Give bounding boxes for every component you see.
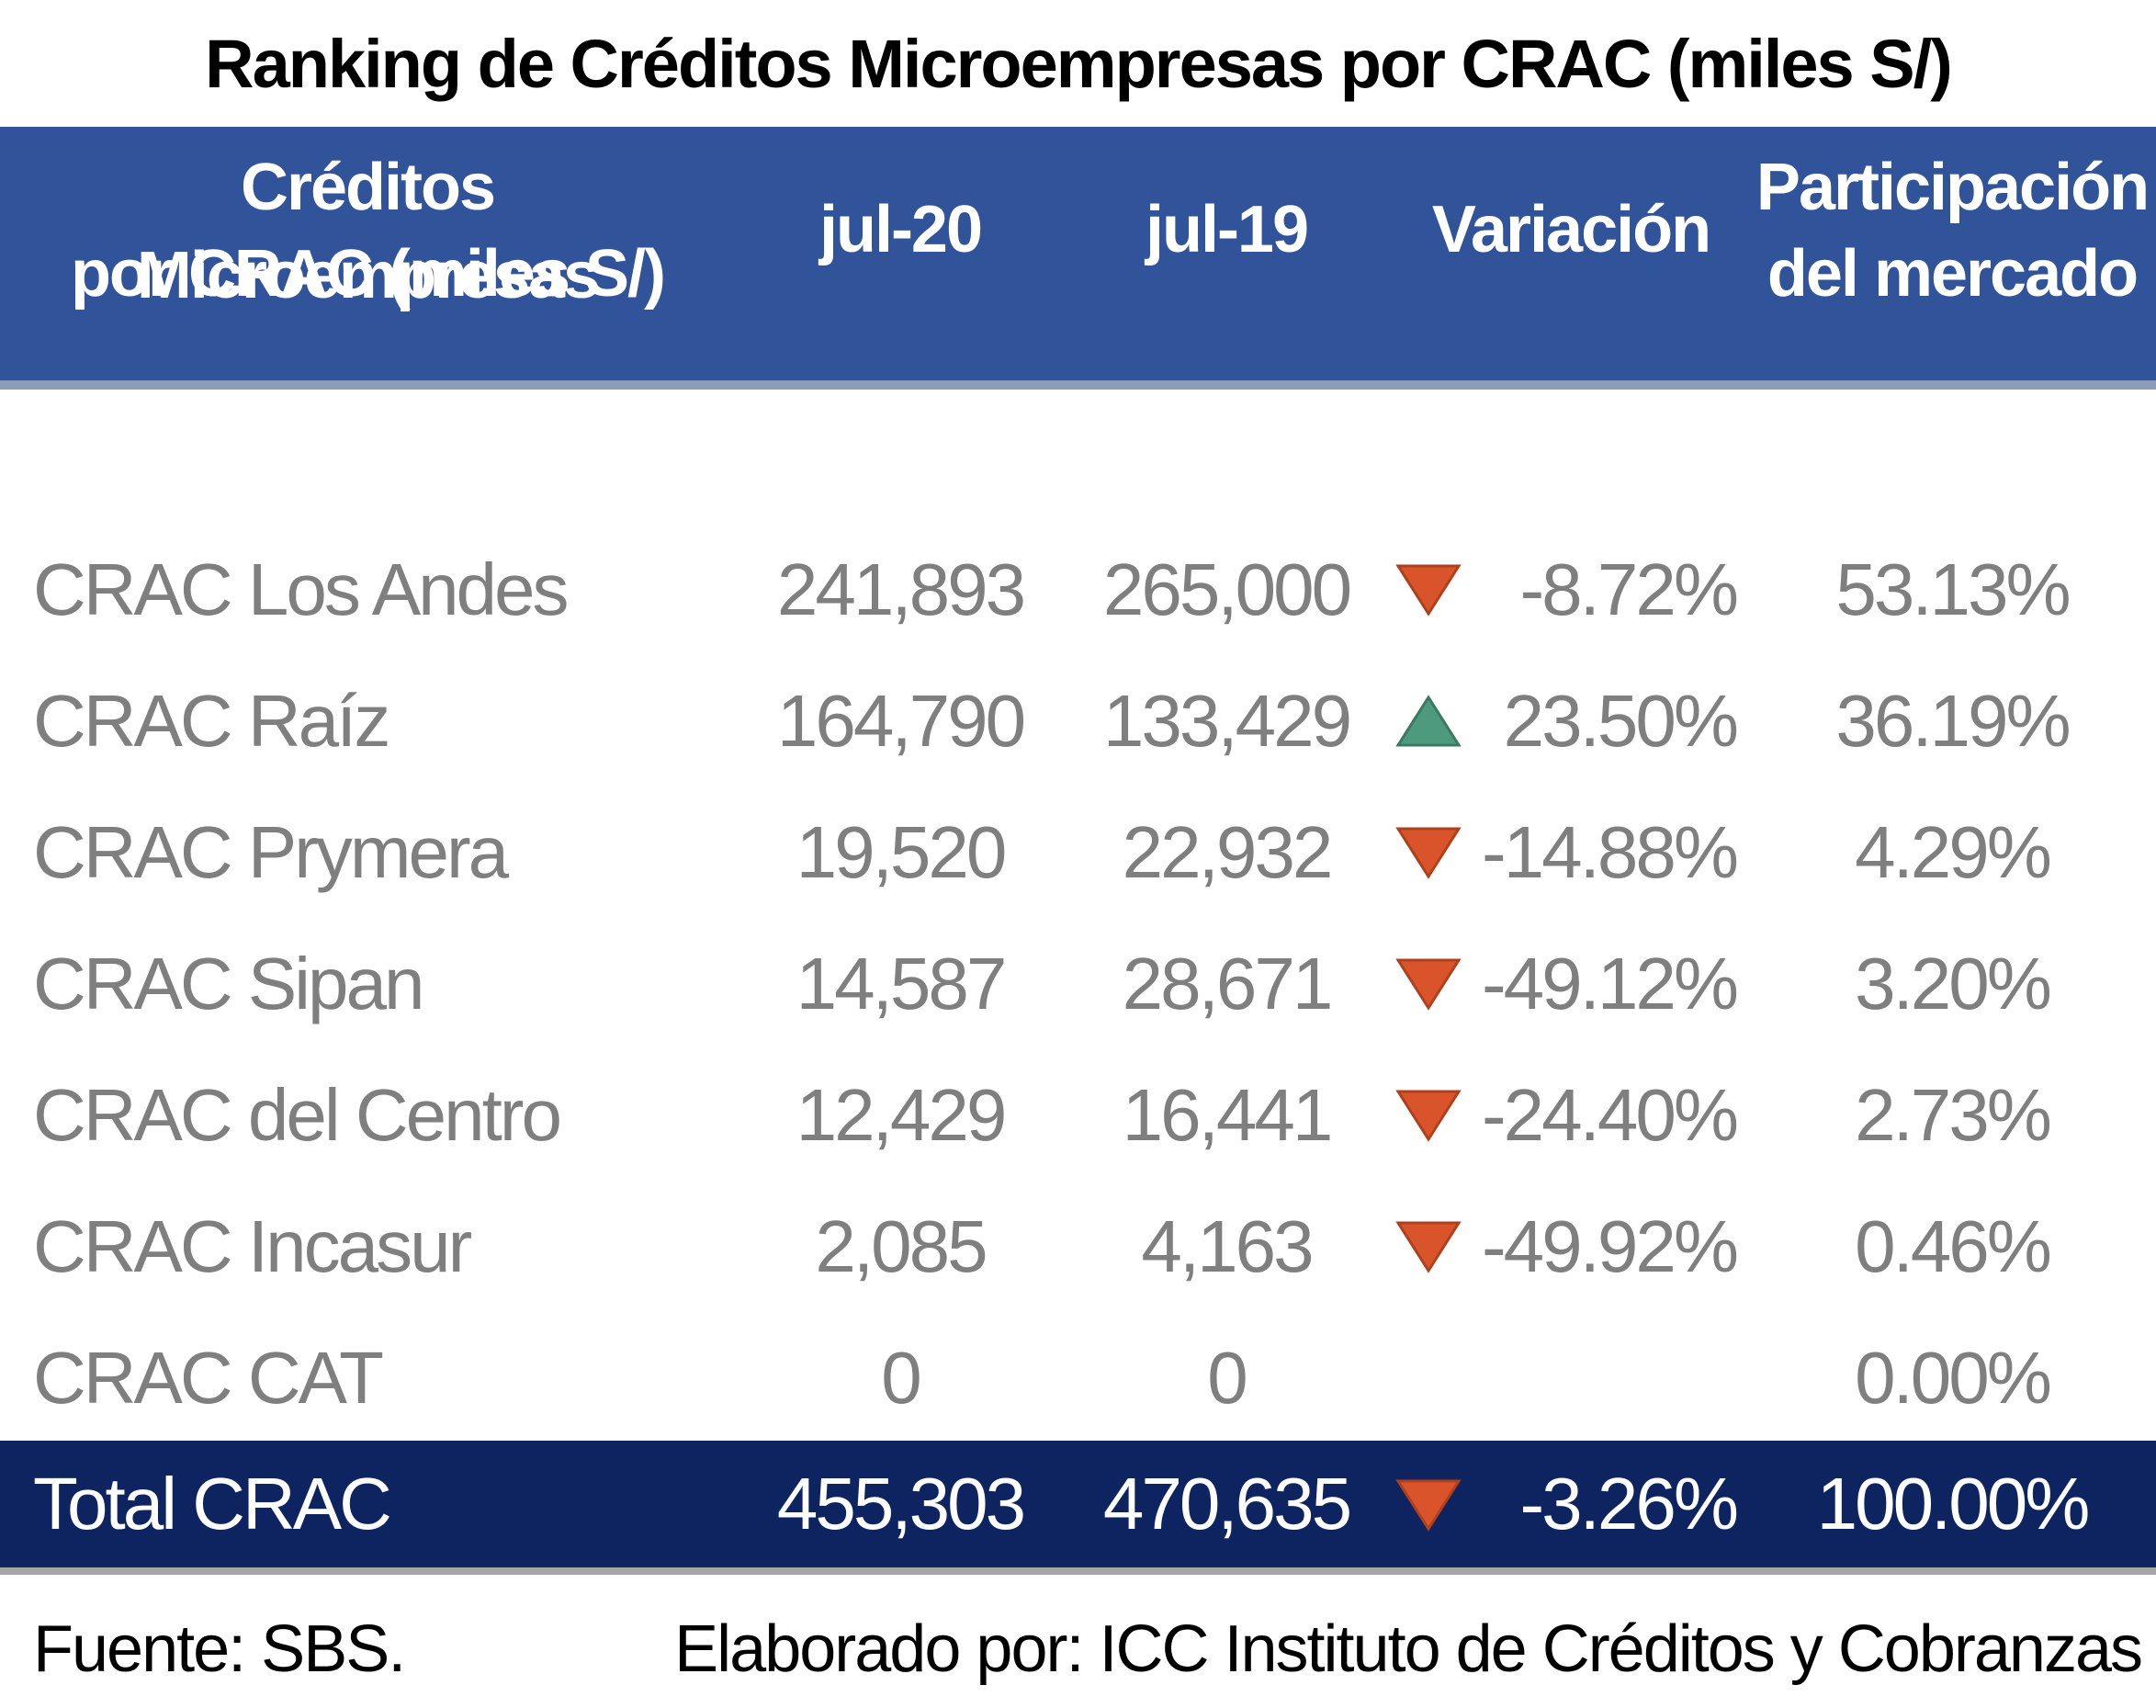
- row-participacion: 3.20%: [1855, 943, 2052, 1024]
- total-jul20: 455,303: [776, 1463, 1026, 1544]
- row-name: CRAC del Centro: [33, 1074, 562, 1156]
- row-jul20: 0: [881, 1337, 922, 1419]
- row-jul19: 133,429: [1102, 680, 1352, 762]
- page-title: Ranking de Créditos Microempresas por CR…: [205, 26, 1953, 102]
- row-jul19: 4,163: [1141, 1205, 1314, 1287]
- row-participacion: 4.29%: [1855, 811, 2052, 893]
- row-variacion: -49.12%: [1482, 943, 1739, 1024]
- row-jul19: 28,671: [1122, 943, 1334, 1024]
- total-row: Total CRAC 455,303 470,635 -3.26% 100.00…: [0, 1441, 2156, 1575]
- table-row: CRAC Prymera 19,520 22,932 -14.88% 4.29%: [0, 786, 2156, 918]
- total-name: Total CRAC: [33, 1463, 392, 1544]
- row-jul20: 14,587: [796, 943, 1008, 1024]
- trend-down-icon: [1395, 1090, 1462, 1142]
- table-header: Créditos Microempresas por CRAC (miles S…: [0, 127, 2156, 390]
- row-name: CRAC Prymera: [33, 811, 509, 893]
- header-variacion: Variación: [1431, 193, 1711, 266]
- header-name-col-line2: por CRAC (miles S/): [70, 237, 666, 311]
- row-name: CRAC Incasur: [33, 1205, 472, 1287]
- row-jul19: 16,441: [1122, 1074, 1334, 1156]
- header-jul20: jul-20: [818, 193, 983, 266]
- row-participacion: 2.73%: [1855, 1074, 2052, 1156]
- table-row: CRAC CAT 0 0 0.00%: [0, 1312, 2156, 1443]
- row-jul20: 2,085: [815, 1205, 988, 1287]
- row-name: CRAC Los Andes: [33, 549, 570, 630]
- header-jul19: jul-19: [1145, 193, 1309, 266]
- trend-down-icon: [1395, 1221, 1462, 1273]
- row-variacion: -8.72%: [1519, 549, 1739, 630]
- trend-down-icon: [1395, 1479, 1462, 1532]
- total-variacion: -3.26%: [1519, 1463, 1739, 1544]
- trend-down-icon: [1395, 958, 1462, 1011]
- table-row: CRAC Raíz 164,790 133,429 23.50% 36.19%: [0, 655, 2156, 786]
- row-name: CRAC Raíz: [33, 680, 390, 762]
- row-variacion: -49.92%: [1482, 1205, 1739, 1287]
- total-participacion: 100.00%: [1816, 1463, 2091, 1544]
- header-name-col-line1: Créditos Microempresas: [136, 151, 600, 312]
- row-variacion: 23.50%: [1503, 680, 1739, 762]
- table-row: CRAC Incasur 2,085 4,163 -49.92% 0.46%: [0, 1181, 2156, 1312]
- row-variacion: -24.40%: [1482, 1074, 1739, 1156]
- row-jul20: 164,790: [776, 680, 1026, 762]
- table-row: CRAC Sipan 14,587 28,671 -49.12% 3.20%: [0, 918, 2156, 1049]
- row-name: CRAC CAT: [33, 1337, 384, 1419]
- row-variacion: -14.88%: [1482, 811, 1739, 893]
- row-jul19: 22,932: [1122, 811, 1334, 893]
- row-jul19: 0: [1207, 1337, 1248, 1419]
- row-jul20: 12,429: [796, 1074, 1008, 1156]
- row-variacion: [1470, 1312, 1736, 1443]
- row-participacion: 0.46%: [1855, 1205, 2052, 1287]
- row-jul20: 241,893: [776, 549, 1026, 630]
- row-jul19: 265,000: [1102, 549, 1352, 630]
- total-jul19: 470,635: [1102, 1463, 1352, 1544]
- header-participacion-line1: Participación: [1755, 151, 2150, 224]
- row-participacion: 0.00%: [1855, 1337, 2052, 1419]
- row-name: CRAC Sipan: [33, 943, 425, 1024]
- row-participacion: 36.19%: [1835, 680, 2071, 762]
- trend-down-icon: [1395, 827, 1462, 879]
- trend-up-icon: [1395, 695, 1462, 747]
- header-participacion-line2: del mercado: [1767, 237, 2139, 311]
- trend-down-icon: [1395, 564, 1462, 616]
- row-participacion: 53.13%: [1835, 549, 2071, 630]
- row-jul20: 19,520: [796, 811, 1008, 893]
- footer-source: Fuente: SBS.: [33, 1612, 406, 1686]
- footer-credit: Elaborado por: ICC Instituto de Créditos…: [674, 1612, 2143, 1686]
- table-row: CRAC del Centro 12,429 16,441 -24.40% 2.73%: [0, 1049, 2156, 1181]
- table-row: CRAC Los Andes 241,893 265,000 -8.72% 53.13%: [0, 524, 2156, 655]
